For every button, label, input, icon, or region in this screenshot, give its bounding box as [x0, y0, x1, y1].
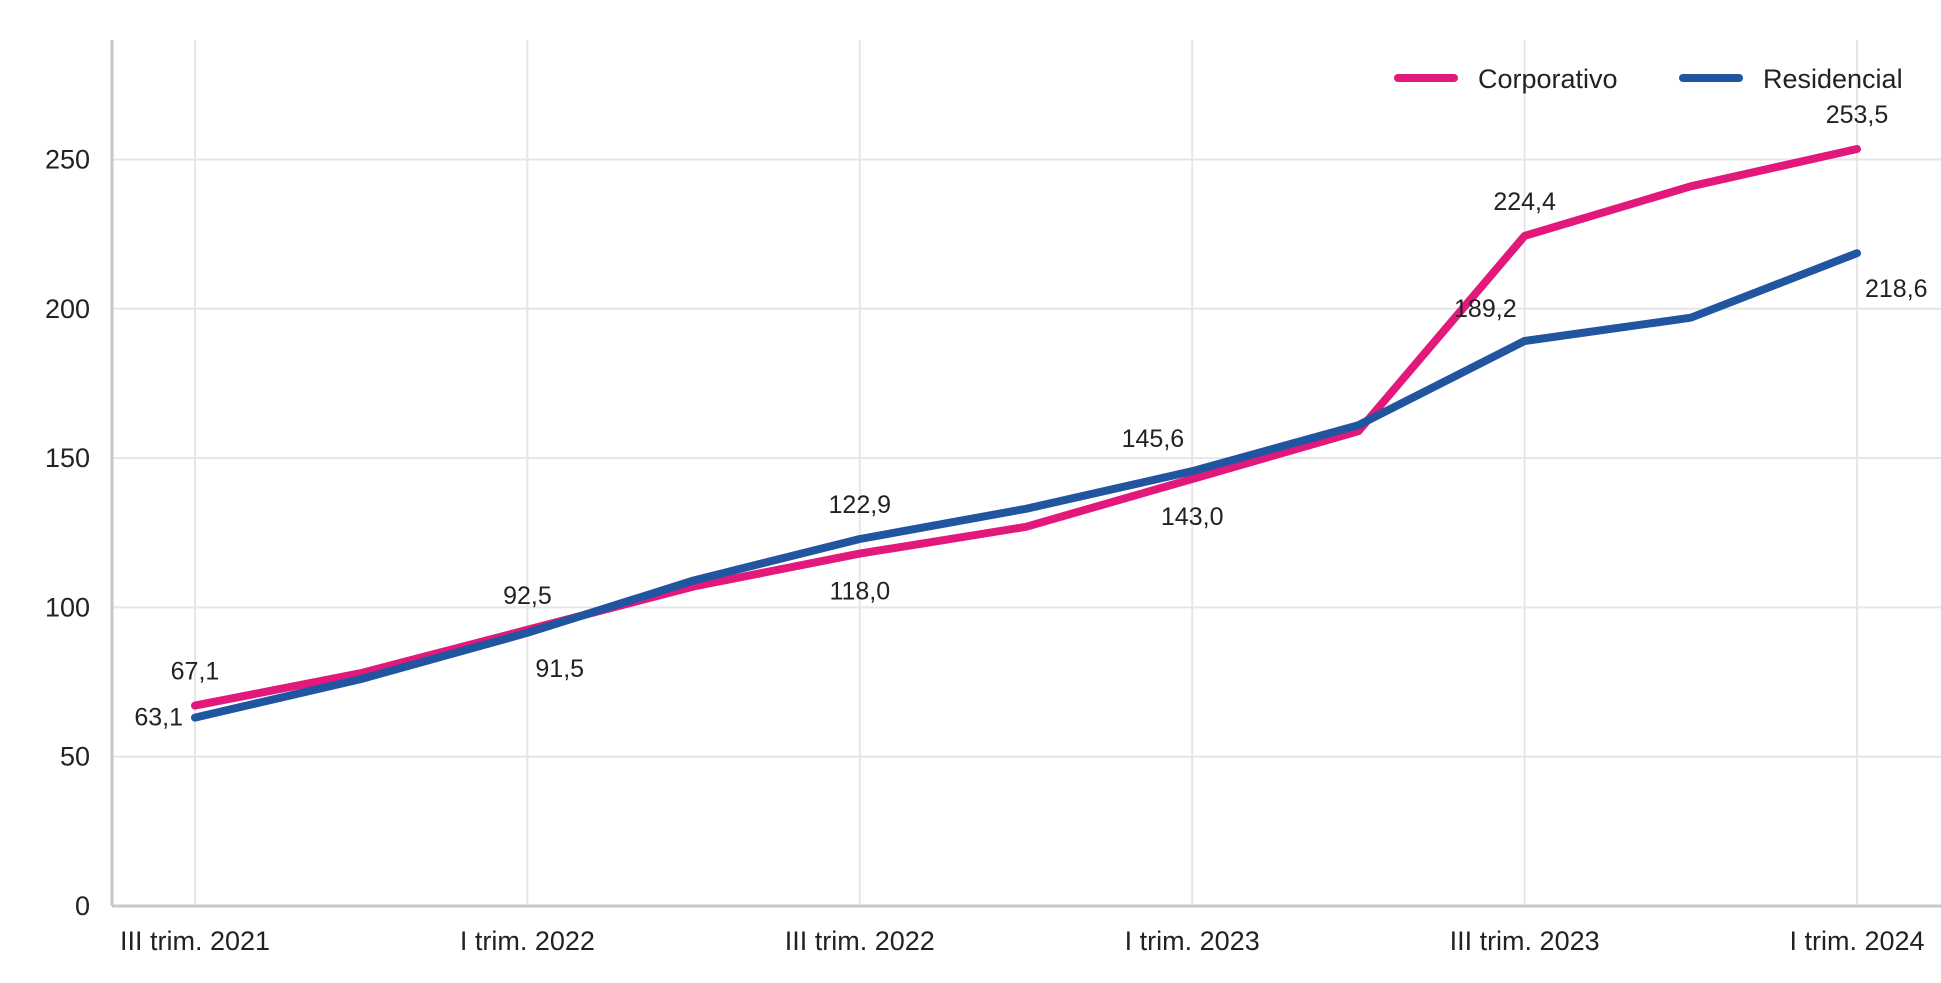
grid-layer	[112, 40, 1941, 906]
x-tick-label: I trim. 2023	[1125, 926, 1260, 956]
y-tick-label: 250	[45, 144, 90, 174]
data-label-residencial: 218,6	[1865, 275, 1928, 303]
axis-layer: 0 50 100 150 200 250 III trim. 2021 I trim. 202…	[45, 40, 1941, 956]
data-label-residencial: 189,2	[1454, 295, 1517, 323]
data-label-corporativo: 143,0	[1161, 503, 1224, 531]
data-label-residencial: 145,6	[1122, 425, 1185, 453]
x-tick-label: I trim. 2024	[1789, 926, 1924, 956]
legend-label-residencial: Residencial	[1763, 64, 1903, 94]
legend-label-corporativo: Corporativo	[1478, 64, 1618, 94]
data-label-corporativo: 253,5	[1826, 101, 1889, 129]
data-label-corporativo: 118,0	[829, 578, 890, 606]
data-label-corporativo: 92,5	[503, 582, 552, 610]
y-tick-label: 100	[45, 592, 90, 622]
x-tick-label: III trim. 2023	[1450, 926, 1600, 956]
y-tick-label: 0	[75, 891, 90, 921]
x-tick-label: I trim. 2022	[460, 926, 595, 956]
series-layer	[191, 145, 1861, 722]
y-tick-label: 150	[45, 443, 90, 473]
x-tick-label: III trim. 2022	[785, 926, 935, 956]
series-line-corporativo	[191, 145, 1861, 710]
y-tick-label: 50	[60, 742, 90, 772]
data-label-corporativo: 67,1	[171, 658, 220, 686]
x-tick-label: III trim. 2021	[120, 926, 270, 956]
data-label-layer: 67,1 92,5 118,0 143,0 224,4 253,5 63,1 91,5 122,…	[134, 101, 1927, 732]
data-label-residencial: 63,1	[134, 704, 183, 732]
y-tick-label: 200	[45, 294, 90, 324]
data-label-residencial: 91,5	[535, 655, 584, 683]
legend: Corporativo Residencial	[1394, 64, 1903, 94]
series-line-residencial	[191, 249, 1861, 722]
data-label-corporativo: 224,4	[1493, 188, 1556, 216]
data-label-residencial: 122,9	[829, 491, 892, 519]
